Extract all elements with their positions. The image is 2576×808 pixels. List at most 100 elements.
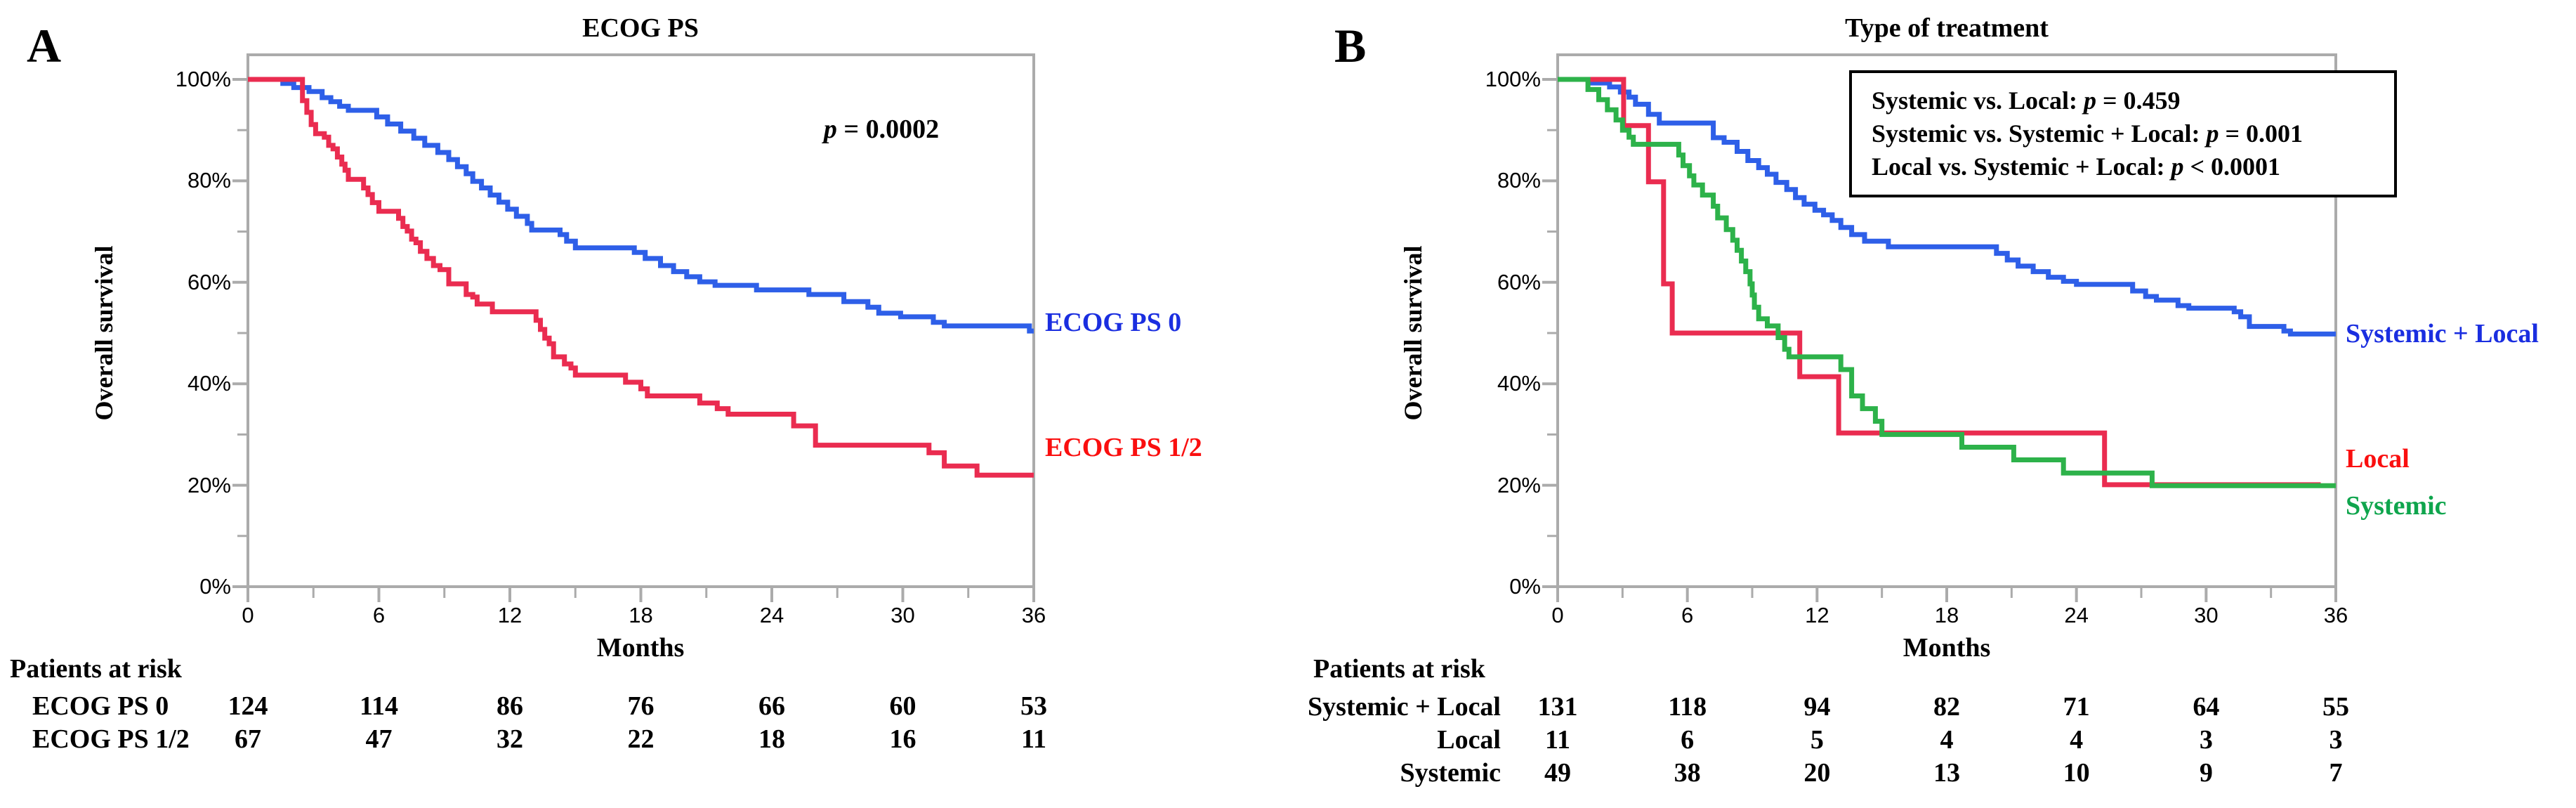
p-symbol: p <box>2083 86 2096 115</box>
x-tick-label: 30 <box>2194 603 2219 627</box>
panel-b-x-axis-label: Months <box>1903 633 1991 663</box>
panel-a-letter: A <box>27 19 62 72</box>
x-tick-label: 18 <box>629 603 653 627</box>
x-tick-label: 0 <box>242 603 254 627</box>
risk-value: 20 <box>1803 758 1831 788</box>
stat-line-systemic-vs-combo: Systemic vs. Systemic + Local: p = 0.001 <box>1872 119 2303 148</box>
km-curve-ecog-ps-0 <box>248 77 1034 334</box>
risk-value: 118 <box>1668 692 1707 722</box>
y-tick-label: 0% <box>1509 574 1541 599</box>
risk-value: 4 <box>1940 725 1954 755</box>
risk-value: 64 <box>2193 692 2220 722</box>
panel-a-curve-label-ecog-ps-0: ECOG PS 0 <box>1045 308 1182 337</box>
panel-b-curve-label-systemic-local: Systemic + Local <box>2346 319 2539 348</box>
panel-b-y-axis-label: Overall survival <box>1399 245 1427 421</box>
risk-value: 86 <box>497 691 523 721</box>
y-tick-label: 60% <box>1497 269 1541 294</box>
risk-value: 60 <box>889 691 916 721</box>
risk-value: 11 <box>1545 725 1570 755</box>
risk-value: 76 <box>627 691 655 721</box>
y-tick-label: 100% <box>1485 67 1541 91</box>
x-tick-label: 6 <box>1681 603 1694 627</box>
p-symbol: p <box>2171 152 2184 181</box>
y-tick-label: 100% <box>175 67 231 91</box>
risk-value: 67 <box>235 724 261 754</box>
y-tick-label: 20% <box>187 472 231 497</box>
risk-value: 3 <box>2329 725 2343 755</box>
plot-frame <box>1556 53 2337 588</box>
risk-value: 82 <box>1933 692 1960 722</box>
panel-a-y-axis-label: Overall survival <box>90 245 118 421</box>
km-curve-systemic <box>1558 77 2336 488</box>
risk-value: 11 <box>1021 724 1046 754</box>
x-tick-label: 12 <box>497 603 523 627</box>
risk-value: 22 <box>627 724 655 754</box>
km-curve-local <box>1558 77 2321 488</box>
risk-value: 71 <box>2063 692 2090 722</box>
risk-value: 5 <box>1810 725 1824 755</box>
risk-value: 4 <box>2070 725 2084 755</box>
risk-value: 66 <box>758 691 785 721</box>
stat-line-systemic-vs-local: Systemic vs. Local: p = 0.459 <box>1872 86 2181 115</box>
panel-b-title: Type of treatment <box>1845 13 2049 43</box>
plot-frame <box>247 53 1035 588</box>
panel-b-curve-label-systemic: Systemic <box>2346 491 2447 521</box>
y-tick-label: 40% <box>1497 371 1541 396</box>
panel-b-risk-row-label: Systemic + Local <box>1308 692 1501 722</box>
x-tick-label: 0 <box>1551 603 1564 627</box>
x-tick-label: 36 <box>1021 603 1046 627</box>
risk-value: 53 <box>1020 691 1047 721</box>
risk-value: 10 <box>2063 758 2090 788</box>
y-tick-label: 80% <box>187 168 231 193</box>
y-tick-label: 80% <box>1497 168 1541 193</box>
risk-value: 7 <box>2329 758 2343 788</box>
risk-value: 6 <box>1681 725 1695 755</box>
panel-a-p-value: p = 0.0002 <box>741 112 1022 146</box>
risk-value: 32 <box>497 724 523 754</box>
risk-value: 124 <box>228 691 268 721</box>
panel-b-curve-label-local: Local <box>2346 444 2410 474</box>
x-tick-label: 12 <box>1805 603 1829 627</box>
stat-line-local-vs-combo: Local vs. Systemic + Local: p < 0.0001 <box>1872 152 2280 181</box>
panel-a-x-axis-label: Months <box>596 633 685 663</box>
p-value-text: = 0.0002 <box>836 115 940 144</box>
risk-value: 9 <box>2199 758 2213 788</box>
risk-value: 49 <box>1544 758 1571 788</box>
risk-value: 38 <box>1674 758 1701 788</box>
p-symbol: p <box>823 115 837 144</box>
km-curve-systemic-local <box>1558 77 2336 337</box>
panel-b-risk-header: Patients at risk <box>1313 654 1485 684</box>
risk-value: 114 <box>360 691 398 721</box>
x-tick-label: 30 <box>891 603 915 627</box>
panel-a-risk-row-label: ECOG PS 1/2 <box>32 724 190 754</box>
risk-value: 94 <box>1803 692 1831 722</box>
panel-b-risk-row-label: Local <box>1437 725 1501 755</box>
risk-value: 3 <box>2199 725 2213 755</box>
p-symbol: p <box>2206 119 2219 148</box>
risk-value: 131 <box>1537 692 1578 722</box>
panel-a-risk-row-label: ECOG PS 0 <box>32 691 169 721</box>
risk-value: 55 <box>2322 692 2349 722</box>
y-tick-label: 20% <box>1497 472 1541 497</box>
km-curve-ecog-ps-1-2 <box>248 77 1034 478</box>
panel-b-pvalue-box: Systemic vs. Local: p = 0.459 Systemic v… <box>1849 70 2397 197</box>
x-tick-label: 24 <box>2064 603 2089 627</box>
risk-value: 13 <box>1933 758 1960 788</box>
risk-value: 18 <box>758 724 785 754</box>
x-tick-label: 36 <box>2323 603 2348 627</box>
risk-value: 16 <box>889 724 916 754</box>
x-tick-label: 18 <box>1934 603 1959 627</box>
y-tick-label: 0% <box>199 574 231 599</box>
risk-value: 47 <box>365 724 393 754</box>
panel-b-letter: B <box>1334 19 1367 72</box>
panel-a-title: ECOG PS <box>582 13 699 43</box>
x-tick-label: 24 <box>759 603 784 627</box>
panel-a-risk-header: Patients at risk <box>10 654 182 684</box>
panel-a-curve-label-ecog-ps-1-2: ECOG PS 1/2 <box>1045 433 1202 462</box>
x-tick-label: 6 <box>372 603 386 627</box>
y-tick-label: 60% <box>187 269 231 294</box>
y-tick-label: 40% <box>187 371 231 396</box>
panel-b-risk-row-label: Systemic <box>1400 758 1501 788</box>
